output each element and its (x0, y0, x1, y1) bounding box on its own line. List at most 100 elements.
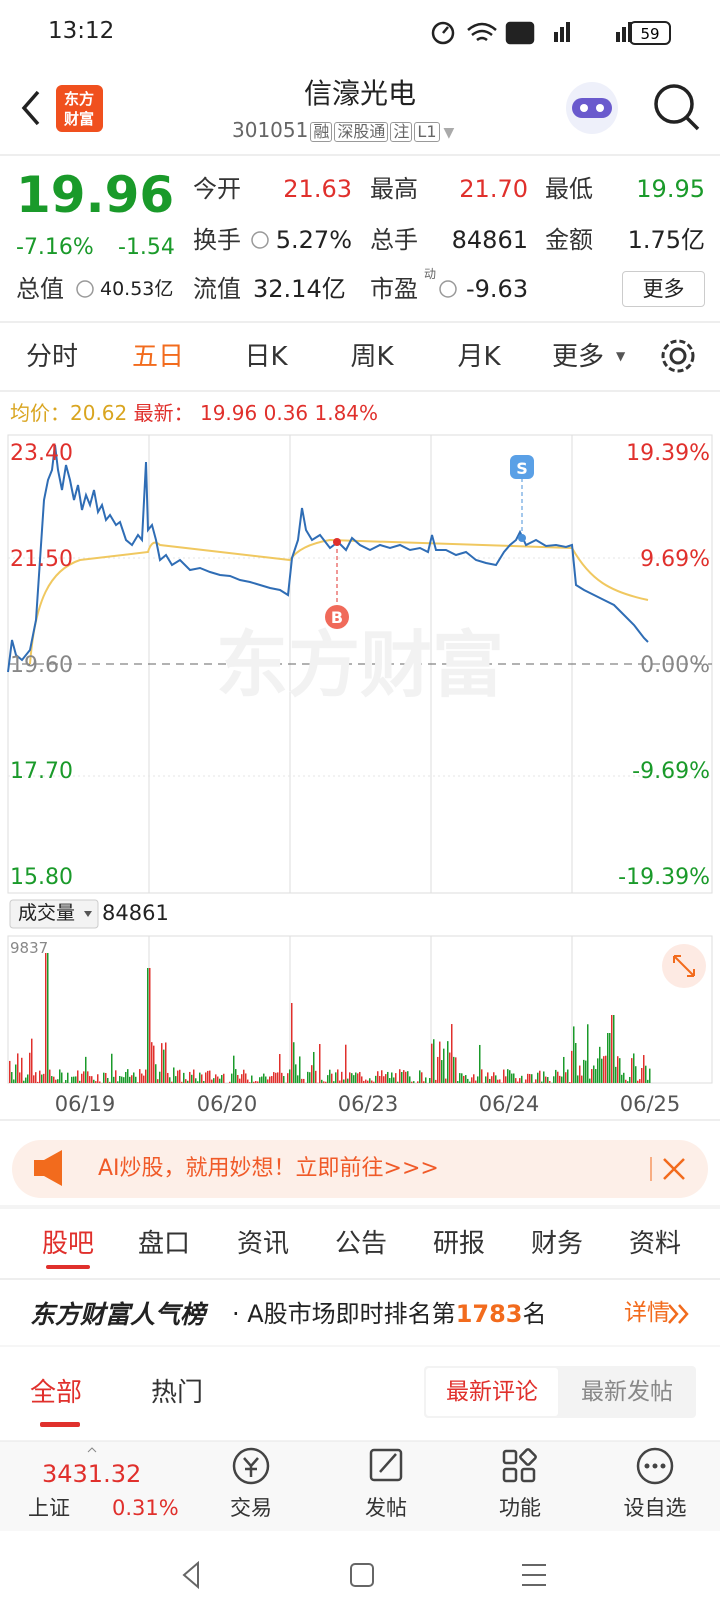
volume-bar (565, 1072, 567, 1083)
chart-tab[interactable]: 分时 (25, 342, 78, 372)
marker-dot (518, 534, 526, 542)
section-tab[interactable]: 公告 (334, 1229, 387, 1259)
volume-bar (309, 1072, 311, 1083)
volume-bar (629, 1076, 631, 1083)
index-value[interactable]: 3431.32 (42, 1460, 142, 1488)
volume-bar (39, 1070, 41, 1083)
y-label-left: 21.50 (10, 547, 73, 572)
volume-bar (499, 1079, 501, 1083)
battery: 59 (640, 25, 659, 43)
info-icon[interactable] (76, 280, 94, 298)
volume-bar (209, 1070, 211, 1083)
section-tab[interactable]: 研报 (432, 1229, 485, 1259)
volume-bar (409, 1076, 411, 1083)
sort-option-active[interactable]: 最新评论 (446, 1379, 538, 1405)
volume-bar (199, 1072, 201, 1083)
volume-bar (617, 1056, 619, 1083)
x-date-label: 06/25 (619, 1092, 681, 1116)
volume-bar (91, 1076, 93, 1083)
dropdown-arrow: ▼ (616, 349, 626, 363)
volume-bar (559, 1075, 561, 1083)
nav-item[interactable]: 功能 (499, 1496, 541, 1520)
nav-item[interactable]: 交易 (230, 1496, 272, 1520)
volume-bar (385, 1074, 387, 1083)
volume-bar (23, 1080, 25, 1083)
volume-bar (337, 1069, 339, 1083)
field-label: 市盈 (370, 275, 418, 303)
more-button[interactable]: 更多 (622, 271, 705, 307)
volume-bar (517, 1081, 519, 1083)
volume-bar (531, 1074, 533, 1083)
volume-bar (183, 1072, 185, 1083)
expand-icon[interactable] (662, 944, 706, 988)
volume-bar (217, 1076, 219, 1083)
volume-bar (539, 1070, 541, 1083)
ranking-link[interactable]: 详情 (624, 1300, 670, 1326)
feed-tab[interactable]: 热门 (151, 1378, 204, 1408)
info-icon[interactable] (251, 231, 269, 249)
assistant-avatar[interactable] (566, 82, 618, 134)
volume-bar (55, 1079, 57, 1083)
search-icon[interactable] (654, 84, 700, 131)
nav-back[interactable] (182, 1560, 199, 1590)
volume-bar (621, 1074, 623, 1083)
section-tab[interactable]: 盘口 (137, 1229, 190, 1259)
chart-tab[interactable]: 月K (457, 342, 501, 372)
change-pct: -7.16% (16, 235, 94, 260)
volume-selector-label: 成交量 (18, 902, 76, 924)
volume-bar (147, 968, 149, 1083)
volume-bar (591, 1069, 593, 1083)
volume-bar (329, 1069, 331, 1083)
volume-bar (557, 1071, 559, 1083)
close-icon[interactable] (663, 1158, 685, 1180)
chart-tab-active[interactable]: 五日 (131, 342, 184, 372)
latest-value: 19.96 (199, 401, 258, 425)
section-tab[interactable]: 财务 (530, 1229, 583, 1259)
volume-bar (441, 1060, 443, 1083)
info-icon[interactable] (439, 280, 457, 298)
nav-home[interactable] (350, 1563, 374, 1587)
volume-bar (299, 1056, 301, 1083)
volume-bar (29, 1052, 31, 1083)
field-value: 1.75亿 (627, 226, 705, 254)
sort-active[interactable] (426, 1368, 558, 1416)
more-dots (644, 1463, 666, 1469)
section-tab[interactable]: 资料 (628, 1229, 681, 1259)
sell-marker[interactable] (510, 455, 534, 479)
banner[interactable] (12, 1140, 708, 1198)
volume-bar (27, 1074, 29, 1083)
ranking-suffix: 名 (522, 1300, 547, 1328)
feed-tab-active[interactable]: 全部 (30, 1378, 83, 1408)
x-date-label: 06/19 (54, 1092, 116, 1116)
volume-bar (553, 1076, 555, 1083)
chart-tab[interactable]: 更多 (551, 342, 604, 372)
volume-bar (191, 1074, 193, 1083)
index-change: 0.31% (112, 1496, 179, 1520)
volume-max: 9837 (10, 939, 49, 957)
dropdown-arrow[interactable]: ▼ (443, 125, 455, 141)
dropdown-arrow (84, 911, 92, 917)
section-tab[interactable]: 资讯 (236, 1229, 289, 1259)
volume-bar (359, 1071, 361, 1083)
volume-bar (15, 1064, 17, 1083)
buy-marker[interactable] (325, 605, 349, 629)
sort-option[interactable]: 最新发帖 (581, 1379, 673, 1405)
nav-item[interactable]: 发帖 (365, 1496, 407, 1520)
field-label: 总手 (370, 226, 418, 254)
field-label: 流值 (193, 275, 241, 303)
stock-name: 信濠光电 (303, 77, 416, 110)
section-tab-active[interactable]: 股吧 (41, 1229, 94, 1259)
chart-tab[interactable]: 日K (244, 342, 288, 372)
chart-tab[interactable]: 周K (350, 342, 394, 372)
volume-selector[interactable] (9, 899, 99, 929)
back-icon[interactable] (21, 90, 40, 126)
volume-bar (287, 1073, 289, 1083)
nav-recent[interactable] (522, 1564, 546, 1586)
banner-text[interactable]: AI炒股，就用妙想！立即前往>>> (98, 1156, 439, 1181)
volume-bar (461, 1073, 463, 1083)
volume-bar (381, 1070, 383, 1083)
settings-icon[interactable] (661, 339, 695, 373)
volume-bar (181, 1081, 183, 1083)
volume-bar (301, 1078, 303, 1083)
nav-item[interactable]: 设自选 (623, 1496, 687, 1520)
